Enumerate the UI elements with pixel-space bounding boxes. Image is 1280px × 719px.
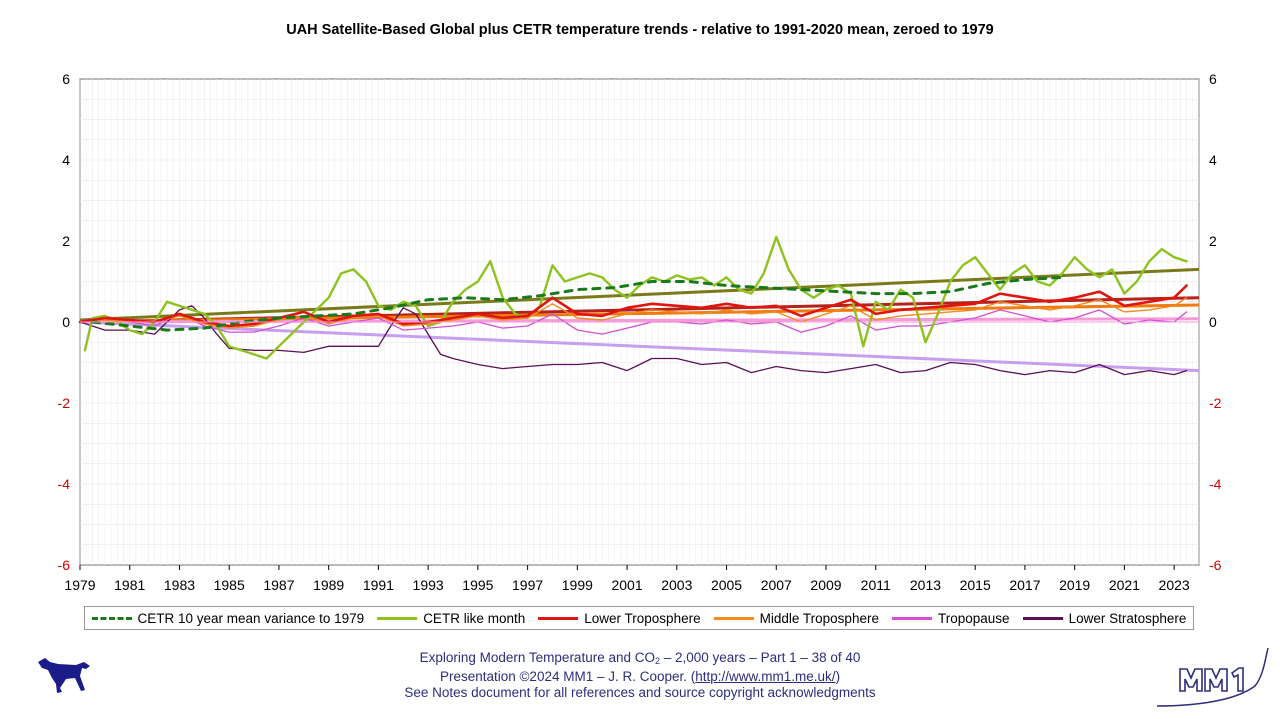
x-tick-label: 2023 [1159, 577, 1190, 593]
series-line-middle-troposphere [79, 297, 1188, 329]
legend-label: Middle Troposphere [759, 610, 879, 626]
dog-logo-icon [38, 658, 90, 693]
legend-label: Lower Troposphere [584, 610, 701, 626]
legend-item: CETR like month [377, 611, 525, 626]
y-tick-label-left: -4 [58, 476, 71, 492]
footer-line-1: Exploring Modern Temperature and CO2 – 2… [419, 650, 861, 666]
website-link[interactable]: http://www.mm1.me.uk/ [695, 669, 836, 684]
trend-line-lower-stratosphere [79, 320, 1200, 373]
legend-item: Middle Troposphere [713, 610, 879, 626]
y-tick-label-right: -4 [1209, 476, 1222, 492]
x-tick-label: 2005 [711, 577, 742, 593]
x-tick-label: 1989 [313, 577, 344, 593]
chart-title: UAH Satellite-Based Global plus CETR tem… [286, 22, 994, 38]
legend-swatch [713, 616, 754, 620]
y-tick-label-right: 4 [1209, 152, 1217, 168]
x-tick-label: 1985 [214, 577, 245, 593]
y-tick-label-left: -6 [58, 557, 71, 573]
x-tick-label: 1997 [512, 577, 543, 593]
series-line-tropopause [79, 309, 1188, 335]
y-tick-label-right: -2 [1209, 395, 1222, 411]
x-tick-label: 2001 [611, 577, 642, 593]
mm1-logo-icon [1156, 647, 1269, 707]
footer-line-2: Presentation ©2024 MM1 – J. R. Cooper. (… [439, 669, 841, 684]
legend-swatch [538, 616, 579, 620]
x-tick-label: 1983 [164, 577, 195, 593]
footer-line-3: See Notes document for all references an… [404, 685, 876, 700]
x-tick-label: 2003 [661, 577, 692, 593]
x-tick-label: 2019 [1059, 577, 1090, 593]
x-tick-label: 2011 [861, 577, 891, 593]
legend-swatch [1022, 616, 1063, 620]
legend-item: Lower Troposphere [538, 610, 701, 626]
legend-item: CETR 10 year mean variance to 1979 [91, 610, 365, 626]
legend-label: CETR like month [423, 610, 526, 626]
legend-swatch [892, 616, 933, 620]
x-tick-label: 1991 [363, 577, 394, 593]
y-tick-label-left: 4 [62, 152, 70, 168]
x-tick-label: 2015 [960, 577, 991, 593]
series-line-cetr-like-month [83, 235, 1188, 360]
y-tick-label-right: 0 [1209, 314, 1217, 330]
y-tick-label-left: 2 [62, 233, 70, 249]
y-tick-label-left: 6 [62, 71, 70, 87]
chart-area: 1979 1981 1983 1985 1987 1989 1991 1993 1995 1997… [58, 71, 1222, 593]
y-tick-label-right: 2 [1209, 233, 1217, 249]
y-tick-label-left: 0 [62, 314, 70, 330]
y-tick-label-right: -6 [1209, 557, 1222, 573]
x-tick-label: 2009 [810, 577, 841, 593]
chart-legend: CETR 10 year mean variance to 1979 CETR l… [84, 606, 1194, 630]
legend-swatch [377, 616, 418, 620]
x-tick-label: 1999 [562, 577, 593, 593]
x-tick-label: 1995 [462, 577, 493, 593]
x-tick-label: 1981 [114, 577, 145, 593]
x-tick-label: 2021 [1109, 577, 1140, 593]
legend-label: Tropopause [938, 610, 1010, 626]
series-line-lower-troposphere [78, 284, 1188, 328]
footer: Exploring Modern Temperature and CO2 – 2… [0, 650, 1280, 701]
legend-label: Lower Stratosphere [1068, 610, 1187, 626]
series-line-cetr-10-year-mean-variance-to-1979 [90, 275, 1064, 332]
x-tick-label: 2017 [1009, 577, 1040, 593]
x-tick-label: 1987 [263, 577, 294, 593]
x-tick-label: 1979 [64, 577, 95, 593]
legend-item: Lower Stratosphere [1022, 610, 1187, 626]
x-tick-label: 1993 [413, 577, 444, 593]
legend-label: CETR 10 year mean variance to 1979 [137, 610, 365, 626]
x-tick-label: 2013 [910, 577, 941, 593]
legend-item: Tropopause [892, 611, 1010, 626]
trend-line-cetr-like-month [79, 267, 1200, 322]
x-tick-label: 2007 [761, 577, 792, 593]
y-tick-label-right: 6 [1209, 71, 1217, 87]
legend-swatch [91, 616, 132, 620]
y-tick-label-left: -2 [58, 395, 71, 411]
